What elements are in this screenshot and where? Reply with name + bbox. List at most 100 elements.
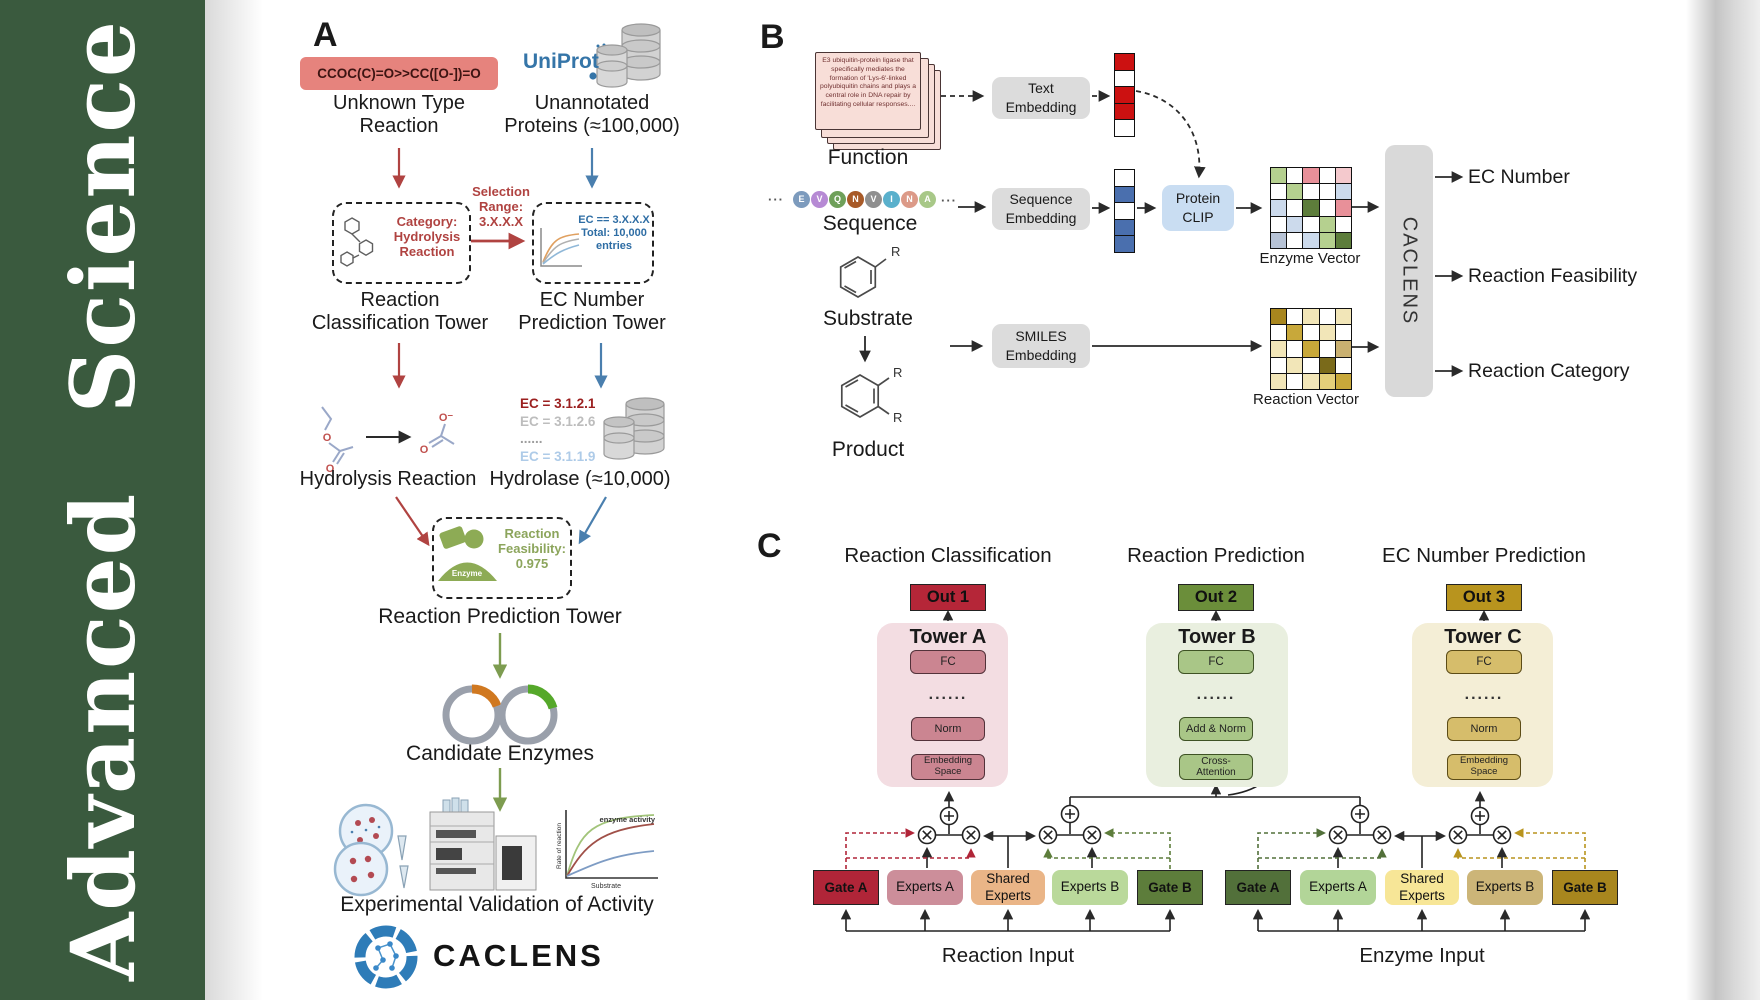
out-1-box: Out 1 (910, 584, 986, 611)
sum-node (1350, 804, 1370, 824)
reaction-gate-b: Gate B (1137, 870, 1203, 905)
ec-selection-box (532, 202, 654, 284)
reaction-feasibility-box (432, 517, 572, 599)
reaction-input-label: Reaction Input (941, 944, 1075, 967)
multiply-node (1448, 825, 1468, 845)
candidate-enzymes-label: Candidate Enzymes (406, 742, 594, 765)
title-reaction-prediction: Reaction Prediction (1127, 544, 1305, 567)
enzyme-vector-matrix (1270, 167, 1352, 249)
tower-c-fc: FC (1446, 650, 1522, 674)
page-edge-shadow-right (1686, 0, 1760, 1000)
substrate-label: Substrate (823, 307, 913, 330)
product-label: Product (831, 438, 905, 461)
reaction-prediction-tower-label: Reaction Prediction Tower (378, 605, 622, 628)
panel-b-label: B (760, 18, 785, 56)
enzyme-icon: Enzyme (438, 526, 497, 581)
output-reaction-category: Reaction Category (1468, 360, 1630, 382)
unknown-type-reaction-label: Unknown Type Reaction (333, 92, 465, 138)
reaction-feasibility-label: Reaction Feasibility: 0.975 (498, 526, 566, 572)
experimental-validation-label: Experimental Validation of Activity (340, 893, 654, 916)
text-embedding-vector (1114, 53, 1135, 137)
function-label: Function (827, 146, 909, 169)
plot-ylabel: Rate of reaction (556, 823, 563, 869)
tower-b-add-norm: Add & Norm (1179, 717, 1253, 741)
svg-text:O: O (326, 463, 335, 475)
journal-sidebar: Advanced Science (0, 0, 205, 1000)
tower-b-title: Tower B (1178, 626, 1256, 648)
activity-plot-icon: enzyme activity Rate of reaction Substra… (556, 810, 658, 890)
multiply-node (1082, 825, 1102, 845)
tower-b-dots: ...... (1196, 686, 1236, 703)
ec-total-label: EC == 3.X.X.X Total: 10,000 entries (578, 214, 650, 252)
unannotated-proteins-label: Unannotated Proteins (≈100,000) (504, 92, 680, 138)
enzyme-experts-a: Experts A (1300, 870, 1376, 905)
tower-a-title: Tower A (909, 626, 987, 648)
hydrolysis-molecules (321, 406, 455, 465)
multiply-node (1492, 825, 1512, 845)
uniprot-wordmark: UniProt (523, 50, 599, 73)
sum-node (939, 806, 959, 826)
multiply-node (1038, 825, 1058, 845)
tower-a-norm: Norm (911, 717, 985, 741)
plot-xlabel: Substrate (591, 883, 621, 890)
protein-clip-box: Protein CLIP (1162, 185, 1234, 231)
sum-node (1470, 806, 1490, 826)
sequence-ellipsis-right: ··· (941, 193, 957, 208)
tower-a-fc: FC (910, 650, 986, 674)
sequence-ellipsis-left: ··· (768, 192, 784, 207)
tower-a-embedding-space: Embedding Space (911, 754, 985, 780)
sequence-embedding-box: Sequence Embedding (992, 188, 1090, 230)
tower-c-dots: ...... (1464, 686, 1504, 703)
enzyme-vector-label: Enzyme Vector (1259, 250, 1361, 267)
substrate-molecule (839, 256, 887, 298)
caclens-wordmark: CACLENS (433, 938, 604, 973)
function-card: E3 ubiquitin-protein ligase that specifi… (815, 52, 921, 130)
enzyme-shared-experts: Shared Experts (1385, 870, 1459, 905)
output-ec-number: EC Number (1468, 166, 1570, 188)
ec-curves-icon (540, 228, 582, 267)
reaction-classification-tower-label: Reaction Classification Tower (311, 289, 489, 335)
selection-range-label: Selection Range: 3.X.X.X (472, 184, 530, 230)
caclens-bar-label: CACLENS (1398, 216, 1421, 326)
reaction-shared-experts: Shared Experts (971, 870, 1045, 905)
sequence-label: Sequence (822, 212, 918, 235)
reaction-experts-a: Experts A (887, 870, 963, 905)
multiply-node (1328, 825, 1348, 845)
product-r1-label: R (893, 365, 902, 380)
tower-a-dots: ...... (928, 686, 968, 703)
hplc-icon (429, 797, 537, 891)
tower-b-fc: FC (1178, 650, 1254, 674)
text-embedding-box: Text Embedding (992, 77, 1090, 119)
enzyme-gate-b: Gate B (1552, 870, 1618, 905)
petri-dish-icon (333, 803, 409, 897)
out-3-box: Out 3 (1446, 584, 1522, 611)
sum-node (1060, 804, 1080, 824)
enzyme-experts-b: Experts B (1467, 870, 1543, 905)
reaction-vector-matrix (1270, 308, 1352, 390)
reaction-vector-label: Reaction Vector (1253, 391, 1359, 408)
caclens-logo-icon (354, 925, 418, 989)
svg-text:O: O (420, 444, 429, 456)
tower-c-embedding-space: Embedding Space (1447, 754, 1521, 780)
title-ec-number-prediction: EC Number Prediction (1382, 544, 1586, 567)
panel-a-label: A (313, 16, 338, 54)
hydrolase-label: Hydrolase (≈10,000) (489, 468, 671, 490)
plot-title: enzyme activity (600, 815, 656, 824)
reaction-classification-box (332, 202, 471, 284)
page-edge-shadow-left (205, 0, 263, 1000)
reaction-experts-b: Experts B (1052, 870, 1128, 905)
product-molecule (840, 374, 890, 418)
category-hydrolysis-label: Category: Hydrolysis Reaction (393, 214, 461, 260)
svg-text:O⁻: O⁻ (439, 412, 454, 424)
tower-c-norm: Norm (1447, 717, 1521, 741)
caclens-bar: CACLENS (1385, 145, 1433, 397)
reaction-gate-a: Gate A (813, 870, 879, 905)
ec-number-prediction-tower-label: EC Number Prediction Tower (518, 289, 666, 335)
tower-b-cross-attention: Cross- Attention (1179, 754, 1253, 780)
multiply-node (961, 825, 981, 845)
smiles-reaction-box: CCOC(C)=O>>CC([O-])=O (300, 57, 498, 90)
substrate-r-label: R (891, 244, 900, 259)
oxygen-labels: O O O⁻ O (323, 412, 454, 475)
